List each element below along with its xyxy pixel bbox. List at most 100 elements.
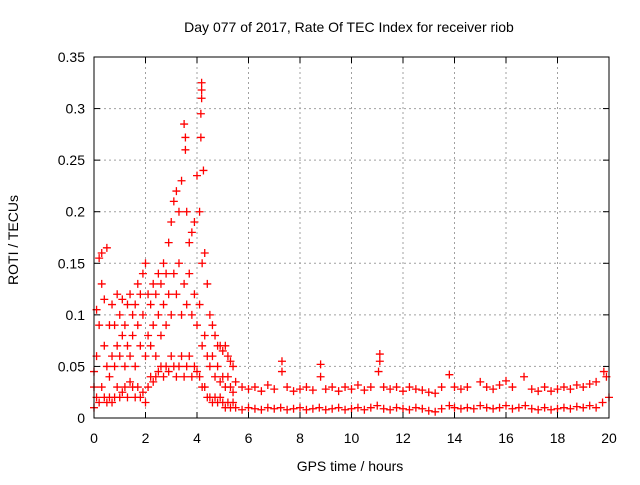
data-point: [392, 383, 401, 392]
data-point: [110, 362, 119, 371]
data-point: [182, 207, 191, 216]
data-point: [187, 372, 196, 381]
data-point: [167, 218, 176, 227]
data-point: [238, 383, 247, 392]
data-point: [540, 403, 549, 412]
data-point: [502, 401, 510, 410]
y-axis-label: ROTI / TECUs: [5, 195, 21, 285]
data-point: [229, 362, 238, 371]
data-point: [547, 387, 556, 396]
data-point: [418, 404, 427, 413]
data-point: [585, 401, 594, 410]
data-point: [316, 372, 325, 381]
data-point: [144, 383, 153, 392]
data-point: [97, 279, 106, 288]
x-tick-label: 14: [447, 430, 463, 446]
data-point: [172, 372, 181, 381]
data-point: [223, 352, 232, 361]
x-tick-label: 8: [296, 430, 304, 446]
y-tick-label: 0.2: [66, 204, 86, 220]
data-point: [115, 393, 124, 402]
data-point: [156, 331, 165, 340]
data-point: [392, 403, 401, 412]
data-point: [250, 404, 259, 413]
data-point: [360, 386, 369, 395]
data-point: [197, 86, 206, 95]
data-point: [126, 377, 135, 386]
data-point: [100, 295, 109, 304]
data-point: [141, 398, 150, 407]
data-point: [180, 372, 189, 381]
data-point: [508, 383, 517, 392]
data-point: [196, 133, 205, 142]
x-tick-label: 18: [550, 430, 566, 446]
data-point: [208, 352, 217, 361]
data-point: [572, 380, 581, 389]
data-point: [231, 403, 240, 412]
data-point: [229, 388, 238, 397]
data-point: [599, 367, 608, 376]
data-point: [131, 300, 140, 309]
data-point: [185, 269, 194, 278]
data-point: [520, 372, 529, 381]
data-point: [138, 388, 147, 397]
data-point: [195, 300, 204, 309]
chart-title: Day 077 of 2017, Rate Of TEC Index for r…: [184, 19, 514, 35]
data-point: [283, 383, 292, 392]
data-point: [405, 405, 414, 414]
data-point: [144, 331, 153, 340]
data-point: [95, 398, 104, 407]
data-point: [334, 387, 343, 396]
data-point: [482, 403, 491, 412]
data-point: [118, 331, 127, 340]
data-point: [289, 387, 298, 396]
data-point: [399, 387, 407, 396]
data-point: [146, 341, 155, 350]
data-point: [172, 290, 181, 299]
data-point: [197, 78, 206, 87]
data-points: [90, 78, 613, 416]
data-point: [315, 403, 324, 412]
data-point: [257, 405, 266, 414]
data-point: [277, 357, 286, 366]
data-point: [223, 372, 232, 381]
data-point: [131, 362, 140, 371]
data-point: [200, 383, 209, 392]
data-point: [174, 362, 183, 371]
data-point: [289, 404, 298, 413]
data-point: [181, 133, 190, 142]
x-tick-label: 16: [498, 430, 514, 446]
data-point: [118, 388, 127, 397]
data-point: [159, 300, 168, 309]
data-point: [456, 404, 465, 413]
data-point: [353, 403, 362, 412]
data-point: [527, 385, 536, 394]
data-point: [126, 352, 135, 361]
data-point: [257, 387, 266, 396]
data-point: [108, 300, 117, 309]
data-point: [198, 259, 207, 268]
data-point: [328, 404, 337, 413]
data-point: [167, 310, 176, 319]
data-point: [100, 341, 109, 350]
data-point: [172, 187, 181, 196]
data-point: [341, 405, 350, 414]
data-point: [193, 171, 201, 180]
data-point: [190, 218, 199, 227]
data-point: [164, 367, 173, 376]
data-point: [375, 350, 384, 359]
data-point: [476, 401, 485, 410]
data-point: [283, 405, 292, 414]
data-point: [399, 404, 407, 413]
data-point: [182, 300, 191, 309]
data-point: [244, 403, 253, 412]
data-point: [123, 341, 132, 350]
data-point: [316, 360, 325, 369]
data-point: [347, 385, 356, 394]
x-tick-label: 2: [142, 430, 150, 446]
data-point: [263, 403, 272, 412]
data-point: [463, 403, 472, 412]
data-point: [200, 331, 209, 340]
data-point: [133, 383, 142, 392]
data-point: [138, 310, 147, 319]
